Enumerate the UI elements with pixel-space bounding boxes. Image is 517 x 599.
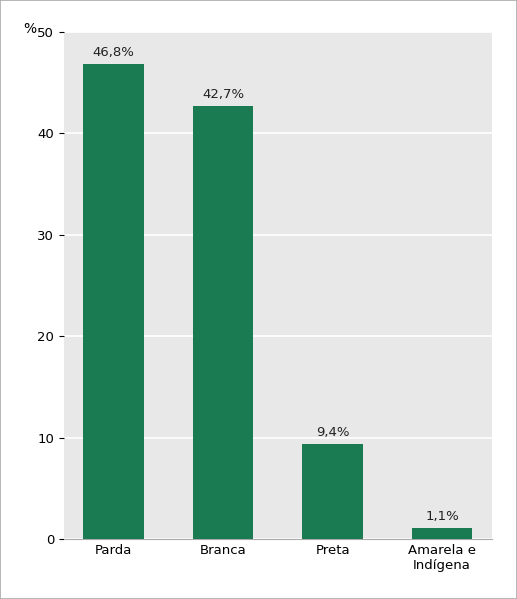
Bar bbox=[302, 444, 363, 539]
Bar bbox=[83, 65, 144, 539]
Text: 9,4%: 9,4% bbox=[316, 426, 349, 438]
Text: 46,8%: 46,8% bbox=[93, 46, 134, 59]
Text: 1,1%: 1,1% bbox=[425, 510, 459, 523]
Bar bbox=[412, 528, 472, 539]
Bar bbox=[193, 106, 253, 539]
Y-axis label: %: % bbox=[23, 22, 36, 36]
Text: 42,7%: 42,7% bbox=[202, 88, 244, 101]
